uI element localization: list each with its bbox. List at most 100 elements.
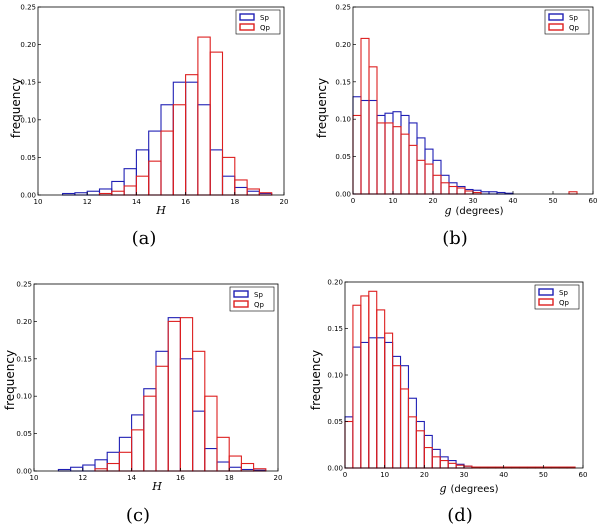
panel-a-bar-qp-4 xyxy=(148,160,162,196)
panel-a-axes-frame xyxy=(37,6,285,196)
panel-a-bar-sp-2 xyxy=(86,190,101,196)
panel-b-legend-swatch-qp xyxy=(548,23,564,31)
panel-d-bar-qp-5 xyxy=(384,332,394,469)
panel-d-bar-qp-6 xyxy=(392,365,402,469)
panel-d-ytick-label-4: 0.20 xyxy=(327,279,343,287)
panel-c-bar-qp-5 xyxy=(155,365,169,472)
panel-d-legend-swatch-qp xyxy=(538,298,554,306)
panel-d-ytick-label-2: 0.10 xyxy=(327,372,343,380)
panel-d-bar-qp-3 xyxy=(368,290,378,469)
panel-d-bar-sp-9 xyxy=(415,420,425,469)
panel-d: frequency 0 10 20 30 40 50 600.000.050.100.150… xyxy=(309,279,587,525)
panel-c-bar-sp-5 xyxy=(118,436,133,472)
panel-d-bar-sp-1 xyxy=(352,346,362,469)
panel-c-bar-qp-4 xyxy=(143,395,157,472)
panel-b-bar-qp-13 xyxy=(456,187,466,195)
panel-b-caption: (b) xyxy=(442,228,468,249)
panel-b-legend-swatch-sp xyxy=(548,13,564,21)
panel-c-xtick-label-0: 10 xyxy=(30,474,39,482)
panel-d-bar-qp-10 xyxy=(423,446,433,469)
panel-c-ytick-label-1: 0.05 xyxy=(16,430,32,438)
panel-d-bar-sp-13 xyxy=(447,460,457,469)
panel-a-legend-swatch-qp xyxy=(239,23,255,31)
panel-b-legend-label-sp: Sp xyxy=(569,14,578,22)
panel-d-bar-qp-0 xyxy=(344,420,354,469)
panel-d-xtick-label-1: 10 xyxy=(380,471,389,479)
panel-b-ytick-label-1: 0.05 xyxy=(335,153,351,161)
panel-b-bar-qp-8 xyxy=(416,159,426,195)
panel-a-bar-sp-4 xyxy=(111,180,125,196)
panel-c-legend-swatch-qp xyxy=(233,300,249,308)
panel-c-xtick-label-2: 14 xyxy=(127,474,136,482)
panel-d-bar-qp-4 xyxy=(376,309,386,469)
panel-c-ytick-label-5: 0.25 xyxy=(16,281,32,289)
panel-c-legend-swatch-sp xyxy=(233,290,249,298)
panel-b-bar-sp-11 xyxy=(440,174,450,195)
panel-d-xlabel: g (degrees) xyxy=(439,482,498,495)
panel-a-bar-sp-7 xyxy=(148,130,162,196)
panel-b-bar-qp-7 xyxy=(408,144,418,195)
panel-a-bar-qp-6 xyxy=(172,104,187,196)
panel-b-xlabel-unit: (degrees) xyxy=(455,206,503,217)
panel-a-xlabel: H xyxy=(155,204,166,217)
panel-b-xtick-label-6: 60 xyxy=(589,197,598,205)
panel-d-bar-qp-12 xyxy=(439,460,449,469)
panel-c-xtick-label-1: 12 xyxy=(78,474,87,482)
panel-d-xlabel-unit: (degrees) xyxy=(450,484,498,495)
panel-c-bar-sp-11 xyxy=(192,410,206,472)
panel-a-ytick-label-5: 0.25 xyxy=(20,4,36,12)
panel-c-xtick-label-5: 20 xyxy=(274,474,283,482)
panel-d-bar-sp-2 xyxy=(360,341,370,469)
panel-d-caption: (d) xyxy=(447,505,473,525)
panel-c-plot: 10 12 14 16 18 20 0.00 0.05 0.10 0.15 0.20 0.25 Sp Qp xyxy=(16,281,282,483)
panel-a-ytick-label-2: 0.10 xyxy=(20,116,36,124)
panel-b-bar-qp-11 xyxy=(440,182,450,195)
panel-c-bar-sp-10 xyxy=(179,358,194,472)
panel-a-bar-sp-15 xyxy=(246,190,260,196)
panel-b-ytick-label-4: 0.20 xyxy=(335,41,351,49)
panel-b-bar-qp-0 xyxy=(352,114,362,195)
panel-b-plot: 0 10 20 30 40 50 60 0.00 0.05 0.10 0.15 0.20 0.25 Sp Q… xyxy=(335,4,597,206)
panel-b-ytick-label-3: 0.15 xyxy=(335,78,351,86)
panel-c-bar-sp-3 xyxy=(94,459,108,472)
panel-d-bar-qp-7 xyxy=(399,388,410,469)
panel-d-bar-sp-11 xyxy=(431,448,441,469)
panel-a: frequency 10 12 14 16 18 20 0.00 0.05 0.10 0.15 0.… xyxy=(9,4,288,250)
panel-b-bar-qp-14 xyxy=(464,190,474,195)
panel-c-legend-label-qp: Qp xyxy=(254,301,265,309)
panel-b-xlabel-symbol: g xyxy=(444,204,451,217)
panel-d-ytick-label-0: 0.00 xyxy=(327,465,343,473)
panel-d-xlabel-symbol: g xyxy=(439,482,446,495)
panel-a-bar-sp-12 xyxy=(209,149,224,196)
panel-c-bar-qp-10 xyxy=(216,436,230,472)
panel-b-bar-qp-3 xyxy=(376,122,386,195)
panel-b-bar-qp-6 xyxy=(400,133,410,195)
panel-b-bar-sp-4 xyxy=(384,112,394,195)
panel-c-xlabel: H xyxy=(151,480,162,493)
panel-b-xtick-label-5: 50 xyxy=(549,197,558,205)
panel-d-xtick-label-3: 30 xyxy=(460,471,469,479)
panel-b-bar-sp-0 xyxy=(352,96,362,195)
panel-c-bar-qp-1 xyxy=(106,462,120,472)
panel-d-xtick-label-6: 60 xyxy=(579,471,588,479)
panel-b-bar-sp-2 xyxy=(368,99,378,195)
panel-d-bar-qp-11 xyxy=(431,456,441,469)
panel-b-bar-sp-8 xyxy=(416,137,426,195)
panel-a-ytick-label-0: 0.00 xyxy=(20,192,36,200)
panel-b: frequency 0 10 20 30 40 50 600.000.050.100.150… xyxy=(315,4,597,250)
panel-b-bar-qp-2 xyxy=(368,66,378,195)
panel-b-xtick-label-2: 20 xyxy=(429,197,438,205)
panel-d-bar-sp-3 xyxy=(368,337,378,469)
panel-b-bar-sp-5 xyxy=(392,111,402,195)
panel-d-legend-label-sp: Sp xyxy=(559,289,568,297)
panel-a-bar-sp-10 xyxy=(185,81,199,196)
panel-b-ytick-label-5: 0.25 xyxy=(335,4,351,12)
panel-d-xtick-label-0: 0 xyxy=(343,471,347,479)
panel-c-bar-qp-3 xyxy=(131,429,145,472)
panel-d-ytick-label-1: 0.05 xyxy=(327,418,343,426)
panel-b-ylabel: frequency xyxy=(315,78,329,138)
panel-c-xtick-label-3: 16 xyxy=(176,474,185,482)
panel-a-legend-label-sp: Sp xyxy=(260,14,269,22)
panel-a-bar-qp-3 xyxy=(135,175,150,196)
